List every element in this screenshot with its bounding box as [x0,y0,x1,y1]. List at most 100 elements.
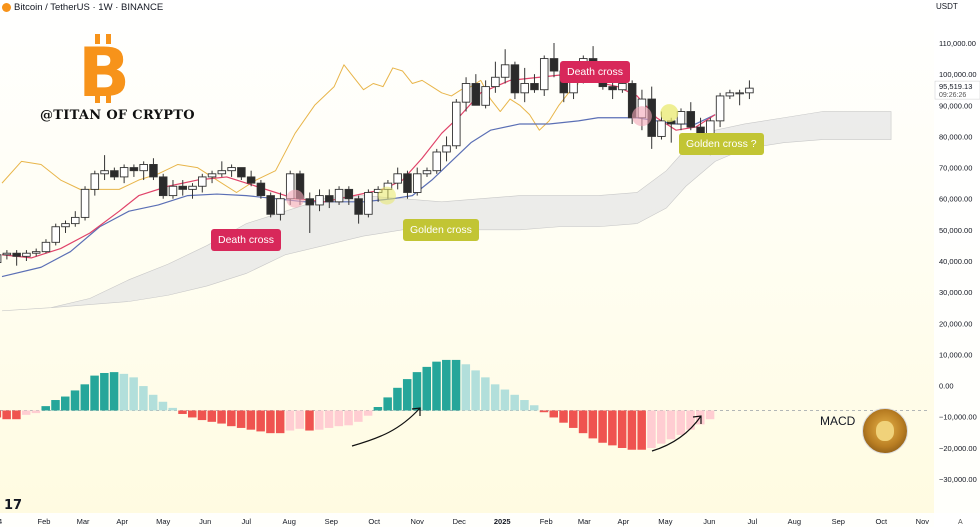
candle-up [207,173,217,178]
macd-bar [608,410,617,446]
macd-bar [373,406,383,411]
author-avatar[interactable] [862,408,908,454]
x-tick-label: Nov [916,517,930,526]
x-tick-label: Oct [368,517,381,526]
golden-cross-question-label: Golden cross ? [679,133,764,155]
candle-down [110,170,119,178]
candle-up [657,120,666,137]
chart-header: Bitcoin / TetherUS · 1W · BINANCE [0,0,163,14]
x-tick-label: Feb [540,517,553,526]
macd-bar [0,410,2,418]
macd-bar [168,407,177,411]
macd-bar [148,394,158,411]
macd-label: MACD [820,414,856,428]
x-tick-label: Jun [703,517,715,526]
macd-arrow-2 [651,415,702,452]
macd-bar [90,375,99,411]
macd-bar [481,377,490,411]
macd-arrow-1 [351,407,421,447]
y-tick-label: −20,000.00 [939,444,977,453]
candle-down [149,164,158,178]
macd-bar [402,379,412,411]
x-tick-label: Mar [77,517,90,526]
price-tag-countdown: 09:26:26 [939,92,966,99]
price-tag-value: 95,519.13 [939,82,972,91]
candle-down [471,83,481,106]
x-tick-label: Aug [788,517,801,526]
y-tick-label: 10,000.00 [939,350,972,359]
candle-up [198,176,207,187]
candle-up [715,95,725,122]
x-tick-label: 2025 [494,517,511,526]
macd-bar [686,410,695,430]
x-tick-label: Oct [875,517,888,526]
macd-bar [588,410,598,439]
macd-bar [383,397,392,411]
candle-up [500,64,510,78]
macd-arrow-1-head [411,407,421,416]
macd-bar [158,401,168,411]
candle-up [227,167,236,172]
x-tick-label: Feb [38,517,51,526]
macd-bar [549,410,559,418]
x-tick-label: Dec [453,517,467,526]
macd-bar [500,389,510,411]
macd-bar [520,400,529,411]
macd-bar [80,384,90,411]
golden-cross-label: Golden cross [403,219,479,241]
macd-bar [12,410,21,420]
time-axis-panel [0,513,980,527]
candle-down [305,198,315,206]
tradingview-logo-icon[interactable]: 17 [4,498,23,513]
macd-bar [676,410,686,435]
y-tick-label: 50,000.00 [939,226,972,235]
x-tick-label: Jul [748,517,758,526]
candle-up [432,151,442,172]
x-tick-label: Aug [283,517,296,526]
y-tick-label: 0.00 [939,382,954,391]
death-cross-marker-2 [631,106,652,127]
macd-bar [569,410,578,428]
macd-bar [578,410,588,434]
y-tick-label: −30,000.00 [939,475,977,484]
candle-down [354,198,363,215]
candle-down [12,252,21,257]
candle-up [676,111,686,125]
y-tick-label: 60,000.00 [939,195,972,204]
macd-bar [656,410,666,444]
kijun-sen-line [1,114,716,278]
macd-bar [129,377,138,411]
macd-bar [422,366,431,411]
symbol-title[interactable]: Bitcoin / TetherUS · 1W · BINANCE [14,1,164,13]
candle-down [266,195,275,215]
macd-bar [2,410,11,420]
candle-up [334,188,344,203]
candle-up [745,87,754,94]
candle-up [618,83,627,91]
candle-up [725,92,735,97]
macd-bar [539,410,549,413]
auto-scale-button[interactable]: A [958,519,963,526]
candle-down [256,182,266,197]
candle-up [481,86,490,106]
macd-bar [666,410,676,440]
macd-bar [31,410,41,414]
y-tick-label: 70,000.00 [939,164,972,173]
macd-bar [363,410,373,416]
x-tick-label: Jul [241,517,251,526]
candle-down [608,86,617,91]
candle-down [530,83,539,91]
currency-label[interactable]: USDT [936,2,958,11]
macd-bar [100,372,109,411]
macd-bar [109,372,119,411]
candle-down [158,176,168,197]
candle-up [520,83,529,94]
x-tick-label: Sep [832,517,845,526]
candle-up [412,173,422,193]
candle-up [735,92,744,95]
candle-up [61,223,70,228]
candle-up [119,167,129,178]
bitcoin-logo-glyph: B [78,34,130,104]
golden-cross-question-marker [660,104,679,123]
candle-down [686,111,696,128]
